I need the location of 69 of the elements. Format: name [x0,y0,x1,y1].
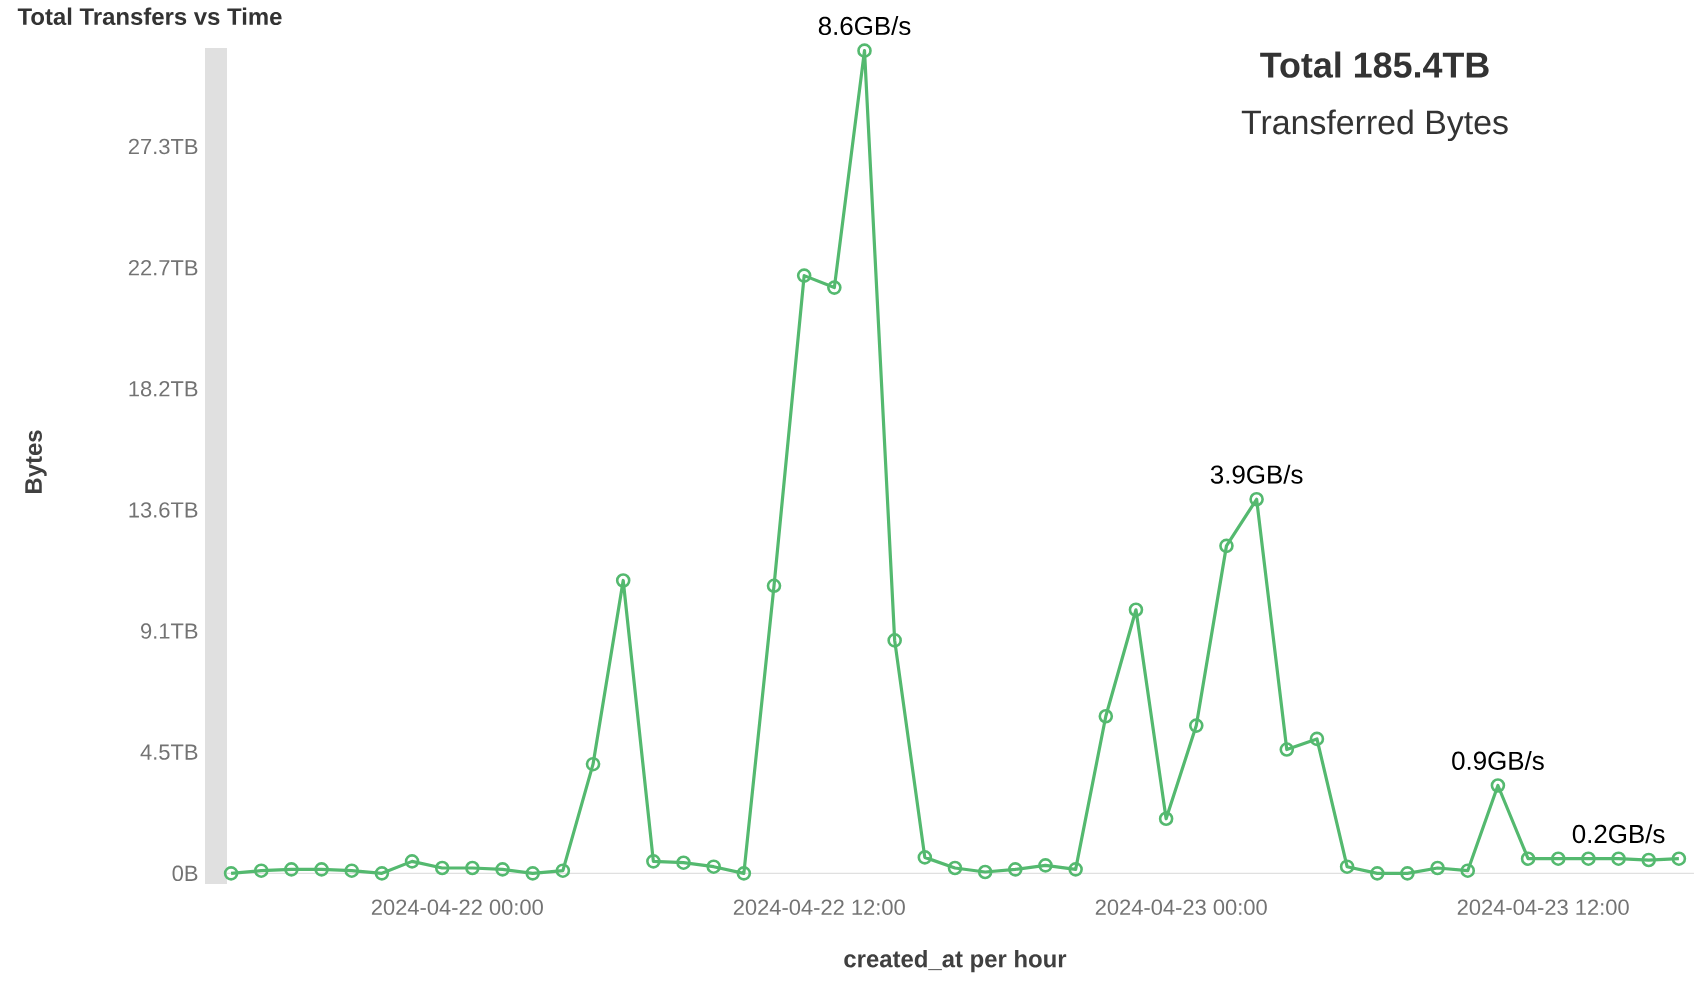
point [1008,862,1023,877]
y-tick-label: 4.5TB [140,744,198,760]
annotation: 0.9GB/s [1452,750,1544,770]
point [1611,851,1626,866]
y-tick-label: 0B [172,865,198,882]
point [706,859,721,874]
point [887,633,902,648]
point [1430,860,1445,876]
point [796,268,812,283]
point [676,855,691,870]
point [1188,718,1204,733]
point [1098,708,1114,724]
x-axis-title: created_at per hour [844,949,1067,973]
point [314,862,329,877]
y-tick-label: 27.3TB [128,138,198,155]
point [1460,863,1476,878]
point [1249,491,1264,507]
point [1068,862,1083,877]
point [1671,851,1687,866]
x-tick-label: 2024-04-23 00:00 [1095,899,1267,916]
point [857,43,872,58]
point [1550,851,1566,866]
point [1369,866,1385,881]
point [977,864,993,880]
point [1490,778,1506,793]
point [736,866,752,881]
x-tick-label: 2024-04-23 12:00 [1457,899,1629,916]
annotation: 0.2GB/s [1572,824,1665,844]
point [1158,811,1174,827]
point [223,866,239,881]
point [615,573,631,588]
point [1400,866,1415,881]
point [947,860,963,876]
point [404,854,420,869]
point [495,862,510,877]
point [1279,742,1295,757]
point [1309,731,1325,747]
point [1038,858,1053,873]
y-axis-title: Bytes [25,430,47,493]
point [585,756,601,772]
point [284,862,299,877]
point [1219,538,1234,554]
point [646,854,661,869]
chart-title: Total Transfers vs Time [17,7,282,26]
point [374,866,390,881]
y-tick-label: 22.7TB [128,259,198,276]
point [1128,602,1144,618]
point [766,578,782,594]
point [1520,851,1536,866]
point [1339,859,1355,874]
point [525,866,541,881]
point [253,863,269,878]
y-tick-label: 18.2TB [129,381,198,397]
point [555,863,571,878]
point [917,850,933,865]
annotation: Total 185.4TB [1260,51,1489,78]
point [827,280,842,295]
x-tick-label: 2024-04-22 12:00 [733,899,905,916]
point [344,863,360,878]
y-tick-label: 9.1TB [141,623,198,639]
point [434,860,450,876]
y-tick-label: 13.6TB [129,502,198,518]
point [1641,852,1657,868]
annotation: 3.9GB/s [1210,464,1303,484]
point [465,860,480,876]
point [1581,851,1596,866]
annotation: Transferred Bytes [1241,109,1508,142]
x-tick-label: 2024-04-22 00:00 [371,899,543,916]
annotation: 8.6GB/s [818,16,911,36]
